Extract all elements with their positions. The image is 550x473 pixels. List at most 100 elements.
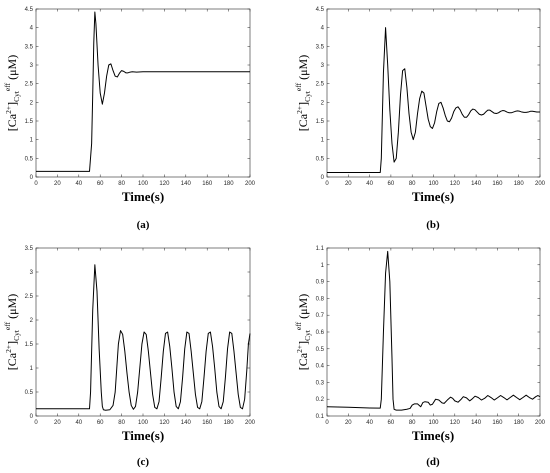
x-tick-label: 60	[388, 181, 395, 187]
y-tick-label: 1	[321, 263, 325, 269]
y-tick-label: 0.5	[25, 390, 34, 396]
x-tick-label: 80	[409, 420, 416, 426]
y-tick-label: 4.5	[25, 7, 34, 13]
y-tick-label: 2.5	[316, 82, 325, 88]
y-tick-label: 2.5	[25, 82, 34, 88]
y-tick-label: 0.8	[316, 296, 325, 302]
y-tick-label: 4	[30, 26, 34, 32]
x-tick-label: 60	[97, 181, 104, 187]
x-axis-label: Time(s)	[412, 189, 454, 204]
x-tick-label: 160	[492, 420, 503, 426]
y-tick-label: 0	[30, 414, 34, 420]
x-tick-label: 80	[118, 420, 125, 426]
y-tick-label: 0.3	[316, 380, 325, 386]
x-tick-label: 180	[514, 420, 525, 426]
x-tick-label: 180	[514, 181, 525, 187]
y-tick-label: 4.5	[316, 7, 325, 13]
y-tick-label: 4	[321, 26, 325, 32]
series-line	[326, 250, 541, 411]
y-tick-label: 1.1	[316, 246, 325, 252]
y-tick-label: 0.9	[316, 280, 325, 286]
x-tick-label: 180	[224, 181, 235, 187]
x-axis-label: Time(s)	[122, 189, 164, 204]
x-tick-label: 140	[181, 420, 192, 426]
series-line	[36, 11, 250, 172]
y-tick-label: 2	[30, 100, 34, 106]
y-tick-label: 0.5	[25, 156, 34, 162]
x-tick-label: 140	[471, 420, 482, 426]
y-tick-label: 3.5	[25, 44, 34, 50]
x-tick-label: 160	[202, 420, 213, 426]
y-tick-label: 3.5	[316, 44, 325, 50]
panel-caption: (c)	[137, 456, 150, 468]
y-axis-label: [Ca2+]Cyteff (μM)	[294, 55, 312, 131]
panel-d: 0 20 40 60 80 100 120 140 160 180 200 0.1 0.2 0.3 0.4 0…	[294, 246, 546, 468]
y-tick-label: 1	[30, 366, 34, 372]
y-tick-label: 0.1	[316, 414, 325, 420]
x-tick-label: 180	[224, 420, 235, 426]
y-tick-label: 0.5	[316, 156, 325, 162]
y-axis-label: [Ca2+]Cyteff (μM)	[3, 294, 21, 370]
x-tick-label: 100	[428, 181, 439, 187]
x-tick-label: 0	[34, 420, 38, 426]
x-tick-label: 20	[345, 420, 352, 426]
x-tick-label: 100	[138, 181, 149, 187]
x-tick-label: 160	[202, 181, 213, 187]
y-tick-label: 1.5	[316, 119, 325, 125]
x-tick-label: 120	[450, 420, 461, 426]
series-line	[36, 264, 251, 411]
plot-area-frame	[326, 8, 541, 178]
y-tick-label: 3	[321, 63, 325, 69]
x-tick-label: 20	[345, 181, 352, 187]
y-tick-label: 2	[30, 318, 34, 324]
x-tick-label: 200	[535, 181, 546, 187]
y-axis-label: [Ca2+]Cyteff (μM)	[3, 55, 21, 131]
x-tick-label: 200	[535, 420, 546, 426]
panel-c: 0 20 40 60 80 100 120 140 160 180 200 0 0.5 1 1.5 2 2.5 3…	[3, 246, 256, 468]
y-tick-label: 3	[30, 63, 34, 69]
y-tick-label: 0.6	[316, 330, 325, 336]
plot-area-frame	[35, 8, 251, 178]
y-tick-label: 0.5	[316, 347, 325, 353]
x-tick-label: 80	[118, 181, 125, 187]
x-tick-label: 20	[54, 420, 61, 426]
x-tick-label: 40	[366, 420, 373, 426]
y-tick-label: 0.7	[316, 313, 325, 319]
y-tick-label: 1	[321, 138, 325, 144]
y-tick-label: 0	[321, 175, 325, 181]
x-tick-label: 100	[428, 420, 439, 426]
x-tick-label: 0	[325, 420, 329, 426]
x-axis-label: Time(s)	[412, 428, 454, 443]
y-tick-label: 1.5	[25, 119, 34, 125]
panel-caption: (a)	[137, 219, 150, 231]
y-tick-label: 1	[30, 138, 34, 144]
y-tick-label: 1.5	[25, 342, 34, 348]
plot-area-frame	[35, 247, 251, 417]
x-tick-label: 40	[75, 181, 82, 187]
x-tick-label: 0	[34, 181, 38, 187]
x-tick-label: 40	[75, 420, 82, 426]
panel-caption: (b)	[426, 219, 440, 231]
plot-area-frame	[326, 247, 541, 417]
y-tick-label: 0.2	[316, 397, 325, 403]
panel-caption: (d)	[426, 456, 440, 468]
x-tick-label: 0	[325, 181, 329, 187]
x-tick-label: 140	[471, 181, 482, 187]
panel-b: 0 20 40 60 80 100 120 140 160 180 200 0 0.5 1 1.5 2 2.5 3…	[294, 7, 546, 231]
y-tick-label: 0.4	[316, 364, 325, 370]
y-tick-label: 2.5	[25, 294, 34, 300]
x-tick-label: 140	[181, 181, 192, 187]
y-tick-label: 0	[30, 175, 34, 181]
x-tick-label: 120	[159, 181, 170, 187]
x-tick-label: 120	[159, 420, 170, 426]
y-tick-label: 3	[30, 270, 34, 276]
x-tick-label: 160	[492, 181, 503, 187]
x-tick-label: 200	[245, 420, 256, 426]
x-tick-label: 200	[245, 181, 256, 187]
series-line	[327, 27, 540, 174]
y-axis-label: [Ca2+]Cyteff (μM)	[294, 294, 312, 370]
y-tick-label: 2	[321, 100, 325, 106]
x-tick-label: 60	[97, 420, 104, 426]
x-tick-label: 20	[54, 181, 61, 187]
x-tick-label: 120	[450, 181, 461, 187]
